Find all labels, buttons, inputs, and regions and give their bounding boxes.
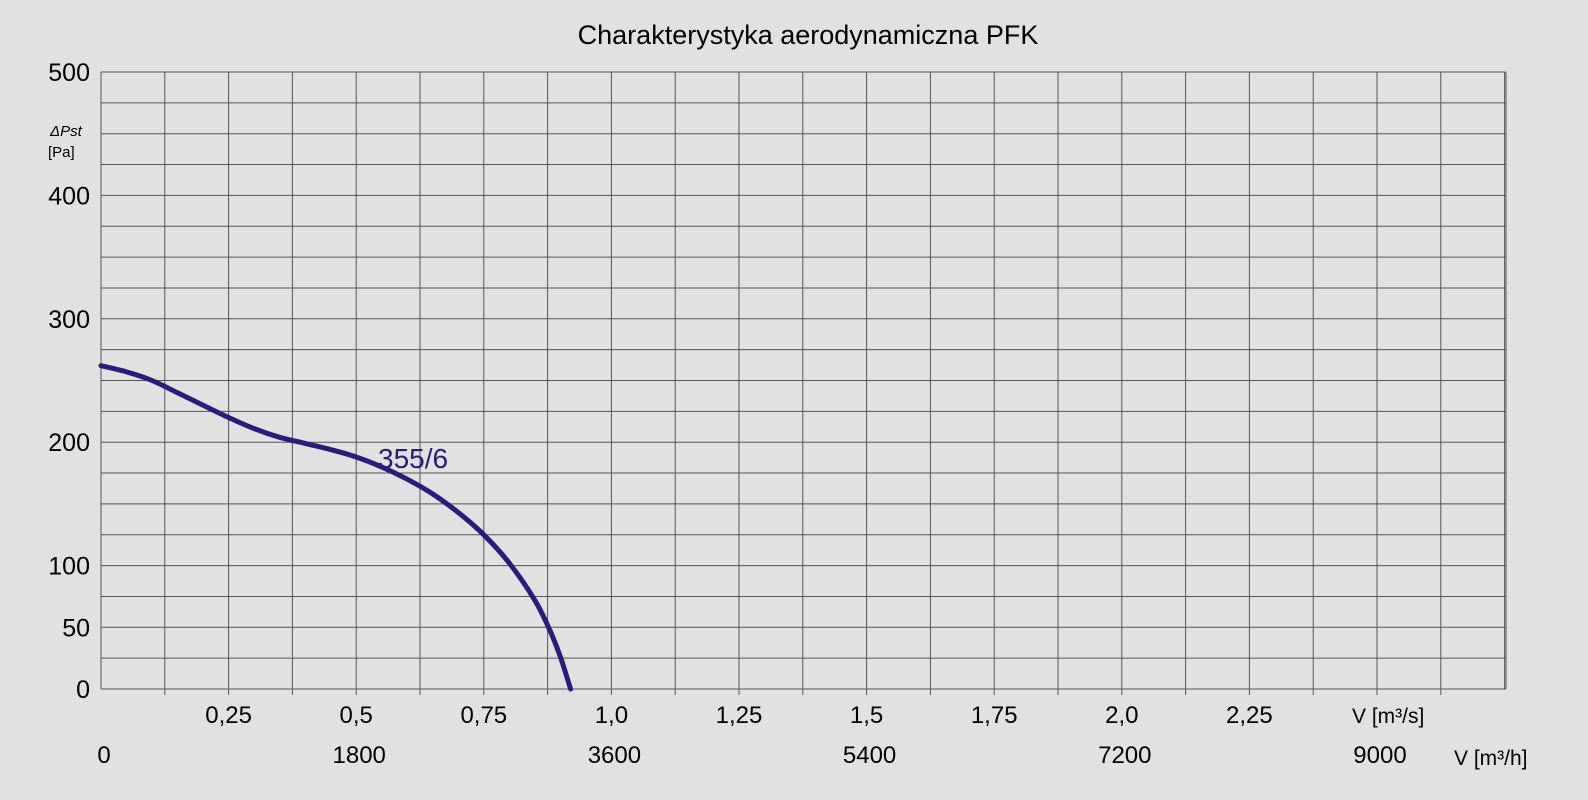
y-tick-label: 400	[48, 182, 90, 210]
x-tick-label-flow-s: 0,5	[340, 702, 373, 729]
x-tick-label-flow-s: 0,25	[205, 702, 252, 729]
y-tick-label: 500	[48, 59, 90, 87]
y-axis-symbol: ΔPst	[49, 123, 83, 140]
x-tick-label-flow-s: 1,25	[716, 702, 763, 729]
text-layer: Charakterystyka aerodynamiczna PFK ΔPst …	[48, 20, 1528, 770]
series-line-355-6	[98, 363, 574, 692]
x-tick-label-flow-h: 5400	[843, 742, 896, 769]
x-tick-label-flow-s: 0,75	[460, 702, 507, 729]
curve-layer: 355/6	[98, 363, 574, 692]
x-tick-label-flow-h: 3600	[588, 742, 641, 769]
y-tick-label: 100	[48, 553, 90, 581]
grid	[100, 71, 1507, 695]
x-tick-label-flow-s: 2,0	[1105, 702, 1138, 729]
y-axis-unit: [Pa]	[48, 144, 75, 161]
x-tick-label-flow-s: 1,75	[971, 702, 1018, 729]
x-tick-label-flow-h: 7200	[1098, 742, 1151, 769]
chart-title: Charakterystyka aerodynamiczna PFK	[578, 20, 1039, 50]
x-tick-label-flow-s: 1,5	[850, 702, 883, 729]
y-tick-label: 300	[48, 306, 90, 334]
y-tick-label: 0	[76, 676, 90, 704]
y-tick-label: 50	[62, 614, 90, 642]
x-tick-label-flow-s: 2,25	[1226, 702, 1273, 729]
x-axis-label-flow-h: V [m³/h]	[1454, 747, 1528, 770]
y-tick-label: 200	[48, 429, 90, 457]
x-axis-label-flow-s: V [m³/s]	[1352, 705, 1424, 728]
series-label-355-6: 355/6	[378, 443, 448, 474]
x-tick-label-flow-s: 1,0	[595, 702, 628, 729]
x-tick-label-flow-h: 1800	[333, 742, 386, 769]
x-tick-label-flow-h: 0	[97, 742, 110, 769]
x-tick-label-flow-h: 9000	[1353, 742, 1406, 769]
